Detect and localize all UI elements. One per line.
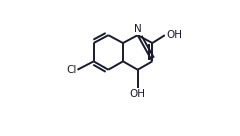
Text: OH: OH (166, 30, 182, 40)
Text: N: N (134, 24, 142, 34)
Text: OH: OH (130, 89, 146, 99)
Text: Cl: Cl (66, 65, 76, 75)
